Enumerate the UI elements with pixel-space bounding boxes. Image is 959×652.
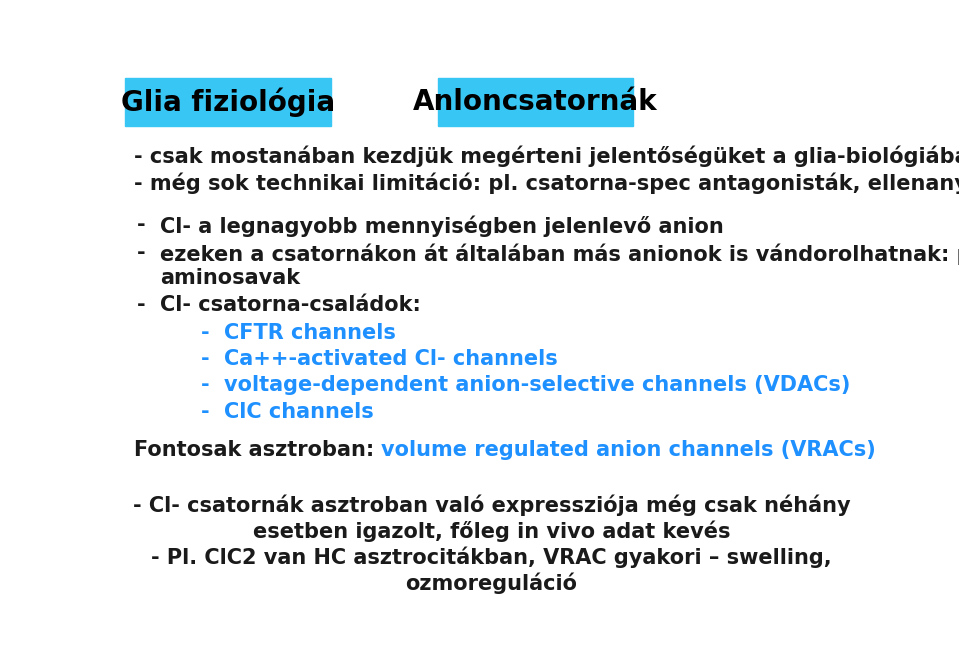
Text: ozmoreguláció: ozmoreguláció <box>406 572 577 594</box>
Text: Fontosak asztroban:: Fontosak asztroban: <box>134 440 382 460</box>
Text: - Cl- csatornák asztroban való expressziója még csak néhány: - Cl- csatornák asztroban való expresszi… <box>132 494 851 516</box>
Text: Cl- a legnagyobb mennyiségben jelenlevő anion: Cl- a legnagyobb mennyiségben jelenlevő … <box>160 215 724 237</box>
Text: aminosavak: aminosavak <box>160 269 300 288</box>
FancyBboxPatch shape <box>437 78 633 126</box>
Text: ezeken a csatornákon át általában más anionok is vándorolhatnak: pl: ezeken a csatornákon át általában más an… <box>160 243 959 265</box>
Text: Glia fiziológia: Glia fiziológia <box>121 87 335 117</box>
FancyBboxPatch shape <box>126 78 331 126</box>
Text: voltage-dependent anion-selective channels (VDACs): voltage-dependent anion-selective channe… <box>224 376 851 396</box>
Text: ClC channels: ClC channels <box>224 402 374 422</box>
Text: CFTR channels: CFTR channels <box>224 323 396 343</box>
Text: -: - <box>201 402 210 422</box>
Text: -: - <box>201 376 210 396</box>
Text: -: - <box>201 323 210 343</box>
Text: volume regulated anion channels (VRACs): volume regulated anion channels (VRACs) <box>382 440 877 460</box>
Text: - csak mostanában kezdjük megérteni jelentőségüket a glia-biológiában: - csak mostanában kezdjük megérteni jele… <box>134 145 959 167</box>
Text: esetben igazolt, főleg in vivo adat kevés: esetben igazolt, főleg in vivo adat kevé… <box>253 520 730 542</box>
Text: Ca++-activated Cl- channels: Ca++-activated Cl- channels <box>224 349 558 369</box>
Text: Cl- csatorna-családok:: Cl- csatorna-családok: <box>160 295 421 316</box>
Text: -: - <box>201 349 210 369</box>
Text: -: - <box>137 215 146 235</box>
Text: -: - <box>137 243 146 263</box>
Text: -: - <box>137 295 146 316</box>
Text: - Pl. ClC2 van HC asztrocitákban, VRAC gyakori – swelling,: - Pl. ClC2 van HC asztrocitákban, VRAC g… <box>152 546 831 568</box>
Text: Anloncsatornák: Anloncsatornák <box>413 88 658 116</box>
Text: - még sok technikai limitáció: pl. csatorna-spec antagonisták, ellenanyagok hián: - még sok technikai limitáció: pl. csato… <box>134 173 959 194</box>
